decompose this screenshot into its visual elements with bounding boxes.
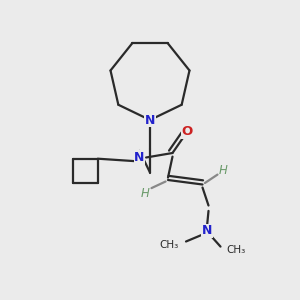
Text: N: N: [145, 113, 155, 127]
Text: CH₃: CH₃: [226, 244, 246, 255]
Text: N: N: [202, 224, 212, 238]
Text: H: H: [141, 187, 150, 200]
Text: H: H: [219, 164, 228, 177]
Text: CH₃: CH₃: [159, 239, 178, 250]
Text: O: O: [182, 125, 193, 138]
Text: N: N: [134, 151, 145, 164]
